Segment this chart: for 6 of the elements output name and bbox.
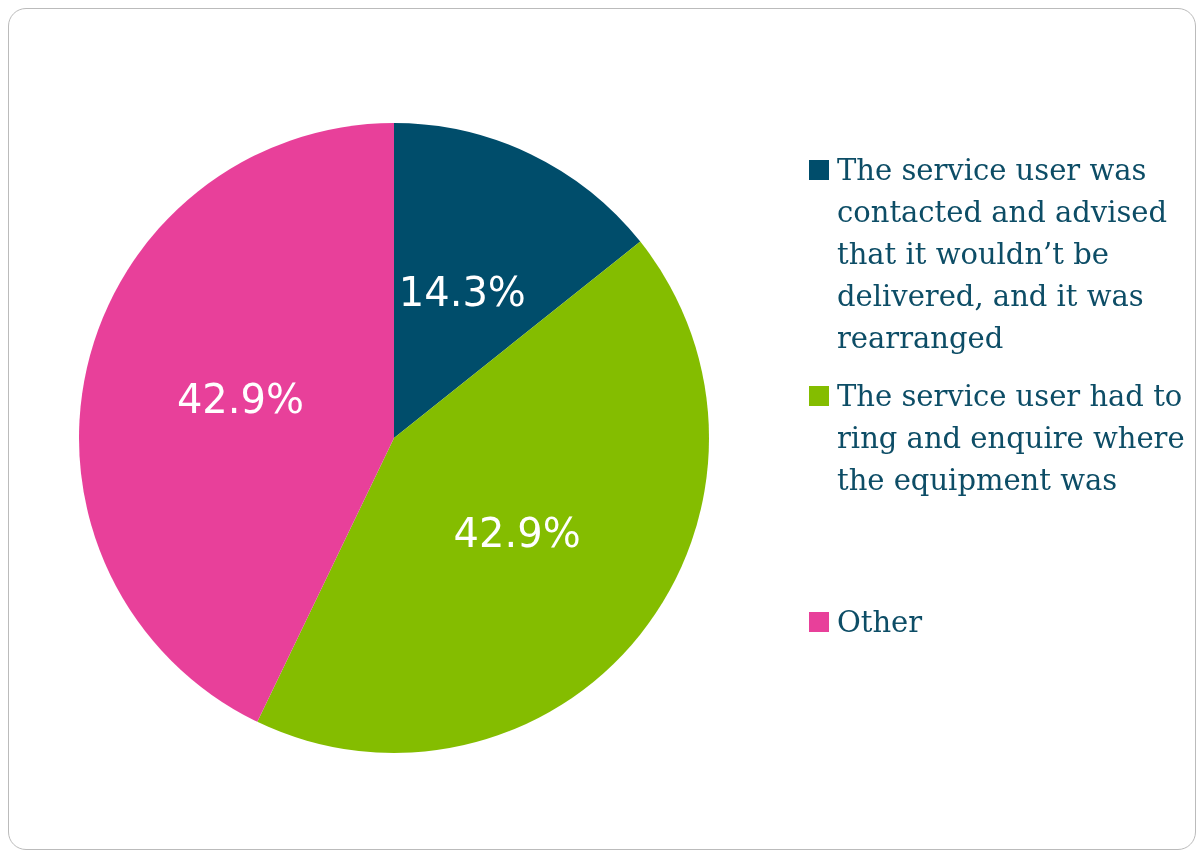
legend-label: Other xyxy=(837,604,923,641)
data-label: 42.9% xyxy=(453,509,581,556)
data-label: 42.9% xyxy=(176,376,304,423)
legend-label: The service user was contacted and advised that it wouldn’t be delivered, and it was rearranged xyxy=(837,152,1169,357)
legend-label: The service user had to ring and enquire where the equipment was xyxy=(837,378,1186,499)
data-label: 14.3% xyxy=(398,269,526,316)
